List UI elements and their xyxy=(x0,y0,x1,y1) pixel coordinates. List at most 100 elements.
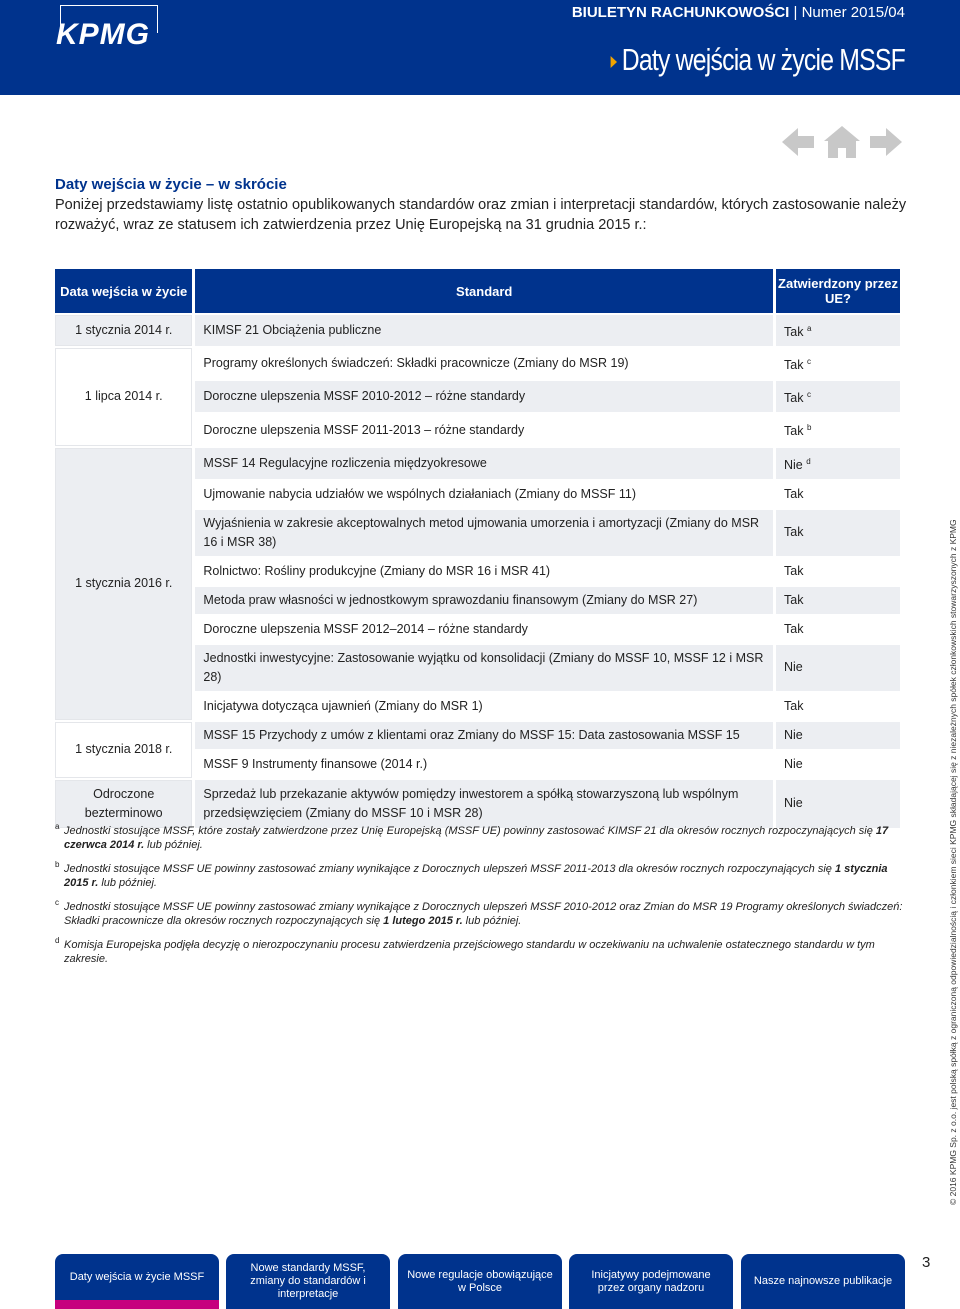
table-row: Odroczone bezterminowo Sprzedaż lub przek… xyxy=(55,779,900,828)
nav-tab[interactable]: Nasze najnowsze publikacje xyxy=(741,1254,905,1309)
nav-tab[interactable]: Inicjatywy podejmowane przez organy nadz… xyxy=(569,1254,733,1309)
status: Tak xyxy=(784,358,804,373)
note-mark: b xyxy=(806,423,812,433)
back-arrow[interactable] xyxy=(782,128,814,156)
footnote-bold: 17 czerwca 2014 r. xyxy=(64,825,889,851)
column-header: Data wejścia w życie xyxy=(55,269,193,313)
status-cell: Tak xyxy=(776,509,900,556)
footnote: c Jednostki stosujące MSSF UE powinny zas… xyxy=(55,898,905,928)
table-row: Doroczne ulepszenia MSSF 2011-2013 – róż… xyxy=(55,414,900,446)
footnote-text: lub później. xyxy=(462,915,522,927)
standard-cell: Sprzedaż lub przekazanie aktywów pomiędz… xyxy=(195,779,773,828)
status: Tak xyxy=(784,325,804,340)
separator: | xyxy=(793,4,798,21)
status: Tak xyxy=(784,563,804,578)
header: KPMG BIULETYN RACHUNKOWOŚCI | Numer 2015… xyxy=(0,0,960,95)
standard-cell: Rolnictwo: Rośliny produkcyjne (Zmiany d… xyxy=(195,557,773,585)
column-header: Standard xyxy=(195,269,773,313)
nav-tab[interactable]: Nowe regulacje obowiązujące w Polsce xyxy=(398,1254,562,1309)
table-row: Jednostki inwestycyjne: Zastosowanie wyj… xyxy=(55,644,900,691)
logo: KPMG xyxy=(56,18,150,51)
table-row: 1 lipca 2014 r. Programy określonych świa… xyxy=(55,348,900,446)
forward-arrow[interactable] xyxy=(870,128,902,156)
column-header: Zatwierdzony przez UE? xyxy=(776,269,900,313)
table-row: MSSF 9 Instrumenty finansowe (2014 r.) Ni… xyxy=(55,750,900,778)
nav-tab[interactable]: Daty wejścia w życie MSSF xyxy=(55,1254,219,1309)
status: Nie xyxy=(784,756,803,771)
status-cell: Tak b xyxy=(776,414,900,446)
date-cell: Odroczone bezterminowo xyxy=(55,779,193,828)
status-cell: Tak c xyxy=(776,348,900,380)
status: Nie xyxy=(784,727,803,742)
table-row: Inicjatywa dotycząca ujawnień (Zmiany do… xyxy=(55,692,900,720)
footnote: b Jednostki stosujące MSSF UE powinny zas… xyxy=(55,860,905,890)
footnote: d Komisja Europejska podjęła decyzję o ni… xyxy=(55,936,905,966)
status: Tak xyxy=(784,525,804,540)
note-mark: c xyxy=(806,390,811,400)
table-row: 1 stycznia 2018 r. MSSF 15 Przychody z um… xyxy=(55,721,900,778)
status: Nie xyxy=(784,660,803,675)
status-cell: Nie d xyxy=(776,447,900,479)
status: Nie xyxy=(784,457,803,472)
bulletin: BIULETYN RACHUNKOWOŚCI | Numer 2015/04 xyxy=(572,4,905,21)
header-row: Data wejścia w życie Standard Zatwierdzony… xyxy=(55,269,900,313)
table-row: 1 stycznia 2016 r. MSSF 14 Regulacyjne ro… xyxy=(55,447,900,720)
standards-table: Data wejścia w życie Standard Zatwierdzony… xyxy=(52,267,903,830)
status-cell: Nie xyxy=(776,721,900,749)
date-cell: 1 stycznia 2018 r. xyxy=(55,721,193,778)
status: Tak xyxy=(784,592,804,607)
status-cell: Nie xyxy=(776,644,900,691)
intro-text: Poniżej przedstawiamy listę ostatnio opu… xyxy=(55,197,907,233)
status: Tak xyxy=(784,698,804,713)
status-cell: Nie xyxy=(776,779,900,828)
intro-heading: Daty wejścia w życie – w skrócie xyxy=(55,176,287,193)
status: Tak xyxy=(784,621,804,636)
standard-cell: Jednostki inwestycyjne: Zastosowanie wyj… xyxy=(195,644,773,691)
table-row: Rolnictwo: Rośliny produkcyjne (Zmiany d… xyxy=(55,557,900,585)
issue: Numer 2015/04 xyxy=(801,4,905,21)
standard-cell: KIMSF 21 Obciążenia publiczne xyxy=(195,315,773,347)
status-cell: Tak xyxy=(776,615,900,643)
standard-cell: MSSF 15 Przychody z umów z klientami ora… xyxy=(195,721,773,749)
standard-cell: Inicjatywa dotycząca ujawnień (Zmiany do… xyxy=(195,692,773,720)
table-row: Ujmowanie nabycia udziałów we wspólnych … xyxy=(55,480,900,508)
intro: Daty wejścia w życie – w skrócie Poniżej… xyxy=(55,175,910,235)
footnote-text: lub później. xyxy=(144,839,203,851)
standard-cell: Ujmowanie nabycia udziałów we wspólnych … xyxy=(195,480,773,508)
standard-cell: Doroczne ulepszenia MSSF 2010-2012 – róż… xyxy=(195,381,773,413)
nav-tab[interactable]: Nowe standardy MSSF, zmiany do standardó… xyxy=(226,1254,390,1309)
table-row: Doroczne ulepszenia MSSF 2012–2014 – róż… xyxy=(55,615,900,643)
footnote-mark: d xyxy=(55,936,60,945)
bulletin-title: BIULETYN RACHUNKOWOŚCI xyxy=(571,4,790,21)
logo-frame xyxy=(60,5,158,33)
footnote-bold: 1 lutego 2015 r. xyxy=(383,915,463,927)
table-row: Wyjaśnienia w zakresie akceptowalnych me… xyxy=(55,509,900,556)
side-note-line: © 2016 KPMG Sp. z o.o. jest polską spółk… xyxy=(948,519,960,1205)
nav-icons xyxy=(782,126,902,158)
standard-cell: Doroczne ulepszenia MSSF 2012–2014 – róż… xyxy=(195,615,773,643)
status-cell: Tak xyxy=(776,480,900,508)
status-cell: Tak a xyxy=(776,315,900,347)
table-row: Doroczne ulepszenia MSSF 2010-2012 – róż… xyxy=(55,381,900,413)
standard-cell: Wyjaśnienia w zakresie akceptowalnych me… xyxy=(195,509,773,556)
footnote: a Jednostki stosujące MSSF, które zostały… xyxy=(55,822,905,852)
footnote-bold: 1 stycznia 2015 r. xyxy=(64,863,888,889)
table-row: Metoda praw własności w jednostkowym spr… xyxy=(55,586,900,614)
footnote-mark: a xyxy=(55,822,60,831)
footnote-text: lub później. xyxy=(98,877,157,889)
note-mark: d xyxy=(806,456,811,466)
status: Tak xyxy=(784,486,804,501)
home-icon[interactable] xyxy=(824,126,860,158)
note-mark: c xyxy=(806,357,811,367)
date-cell: 1 stycznia 2016 r. xyxy=(55,447,193,720)
standard-cell: Programy określonych świadczeń: Składki … xyxy=(195,348,773,380)
footnote-text: Jednostki stosujące MSSF, które zostały … xyxy=(64,825,876,837)
standard-cell: MSSF 9 Instrumenty finansowe (2014 r.) xyxy=(195,750,773,778)
table-row: 1 stycznia 2014 r. KIMSF 21 Obciążenia pu… xyxy=(55,315,900,347)
standard-cell: Doroczne ulepszenia MSSF 2011-2013 – róż… xyxy=(195,414,773,446)
footnote-mark: b xyxy=(55,860,60,869)
footnotes: a Jednostki stosujące MSSF, które zostały… xyxy=(55,822,905,976)
footnote-text: Jednostki stosujące MSSF UE powinny zast… xyxy=(64,863,835,875)
side-note: © 2016 KPMG Sp. z o.o. jest polską spółk… xyxy=(948,505,960,1205)
standard-cell: Metoda praw własności w jednostkowym spr… xyxy=(195,586,773,614)
